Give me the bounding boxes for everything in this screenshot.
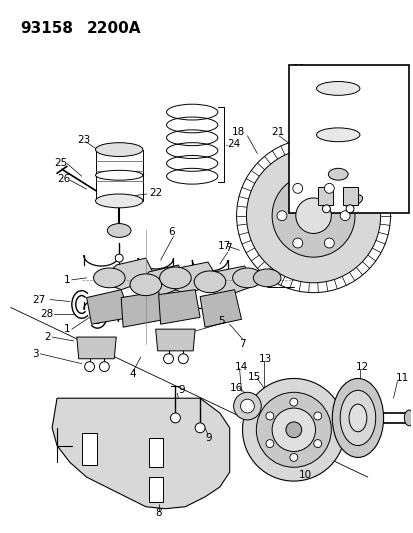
Text: 26: 26 [57, 174, 70, 184]
Text: 13: 13 [259, 354, 272, 364]
Circle shape [285, 422, 301, 438]
Polygon shape [86, 289, 131, 324]
Circle shape [271, 174, 354, 257]
Text: 1: 1 [64, 275, 70, 285]
Text: 18: 18 [231, 127, 244, 137]
Text: 19: 19 [343, 171, 356, 181]
Text: 11: 11 [394, 374, 408, 383]
Text: 7: 7 [224, 243, 231, 253]
Text: 22: 22 [148, 188, 161, 198]
Text: 1: 1 [64, 324, 70, 334]
Circle shape [292, 238, 302, 248]
Ellipse shape [159, 267, 191, 289]
Polygon shape [52, 398, 229, 508]
Text: 24: 24 [227, 139, 240, 149]
Polygon shape [158, 289, 199, 324]
Text: 16: 16 [229, 383, 242, 393]
Ellipse shape [194, 271, 225, 293]
Circle shape [313, 412, 321, 420]
Polygon shape [342, 187, 357, 205]
Circle shape [170, 413, 180, 423]
Circle shape [265, 412, 273, 420]
Bar [288, 64, 408, 213]
Text: 2200A: 2200A [86, 21, 141, 36]
Circle shape [178, 354, 188, 364]
Circle shape [289, 454, 297, 462]
Circle shape [324, 238, 333, 248]
Text: 10: 10 [298, 470, 311, 480]
Polygon shape [199, 289, 241, 327]
Text: 6: 6 [168, 228, 175, 238]
Polygon shape [81, 433, 96, 465]
Polygon shape [148, 438, 162, 467]
Circle shape [313, 440, 321, 448]
Text: 21: 21 [271, 127, 284, 137]
Ellipse shape [328, 168, 347, 180]
Circle shape [265, 440, 273, 448]
Text: 15: 15 [247, 372, 260, 382]
Text: 27: 27 [32, 295, 45, 304]
Text: 12: 12 [355, 361, 368, 372]
Circle shape [99, 362, 109, 372]
Text: 3: 3 [32, 349, 39, 359]
Circle shape [256, 392, 330, 467]
Ellipse shape [348, 404, 366, 432]
Circle shape [163, 354, 173, 364]
Circle shape [195, 423, 204, 433]
Ellipse shape [339, 390, 375, 446]
Polygon shape [121, 292, 165, 327]
Circle shape [345, 205, 353, 213]
Text: 93158: 93158 [21, 21, 74, 36]
Ellipse shape [347, 195, 362, 205]
Text: 17: 17 [217, 241, 230, 251]
Text: 9: 9 [178, 385, 185, 395]
Ellipse shape [316, 82, 359, 95]
Circle shape [242, 378, 344, 481]
Polygon shape [148, 477, 162, 502]
Circle shape [240, 399, 254, 413]
Circle shape [289, 398, 297, 406]
Text: 14: 14 [234, 361, 247, 372]
Circle shape [324, 183, 333, 193]
Circle shape [85, 362, 94, 372]
Polygon shape [168, 262, 219, 295]
Text: 8: 8 [155, 507, 162, 518]
Text: 4: 4 [129, 368, 135, 378]
Ellipse shape [232, 268, 261, 288]
Ellipse shape [107, 223, 131, 237]
Ellipse shape [93, 268, 125, 288]
Polygon shape [155, 329, 195, 351]
Text: 7: 7 [239, 339, 246, 349]
Circle shape [246, 149, 380, 283]
Ellipse shape [95, 194, 142, 208]
Text: 25: 25 [54, 158, 67, 168]
Circle shape [322, 205, 330, 213]
Text: 23: 23 [76, 135, 90, 145]
Circle shape [295, 198, 330, 233]
Circle shape [339, 211, 349, 221]
Text: 29: 29 [291, 63, 304, 74]
Circle shape [276, 211, 286, 221]
Ellipse shape [95, 143, 142, 157]
Polygon shape [318, 187, 332, 205]
Text: 2: 2 [44, 332, 51, 342]
Circle shape [292, 183, 302, 193]
Ellipse shape [130, 274, 161, 296]
Polygon shape [139, 265, 190, 297]
Ellipse shape [253, 269, 280, 287]
Text: 20: 20 [286, 216, 299, 225]
Ellipse shape [332, 378, 383, 457]
Circle shape [115, 254, 123, 262]
Text: 28: 28 [40, 309, 53, 319]
Polygon shape [204, 266, 257, 297]
Circle shape [233, 392, 261, 420]
Text: 5: 5 [217, 316, 224, 326]
Circle shape [271, 408, 315, 451]
Polygon shape [101, 258, 155, 289]
Ellipse shape [95, 171, 142, 180]
Polygon shape [76, 337, 116, 359]
Ellipse shape [404, 410, 413, 426]
Text: 9: 9 [204, 433, 211, 443]
Ellipse shape [316, 128, 359, 142]
